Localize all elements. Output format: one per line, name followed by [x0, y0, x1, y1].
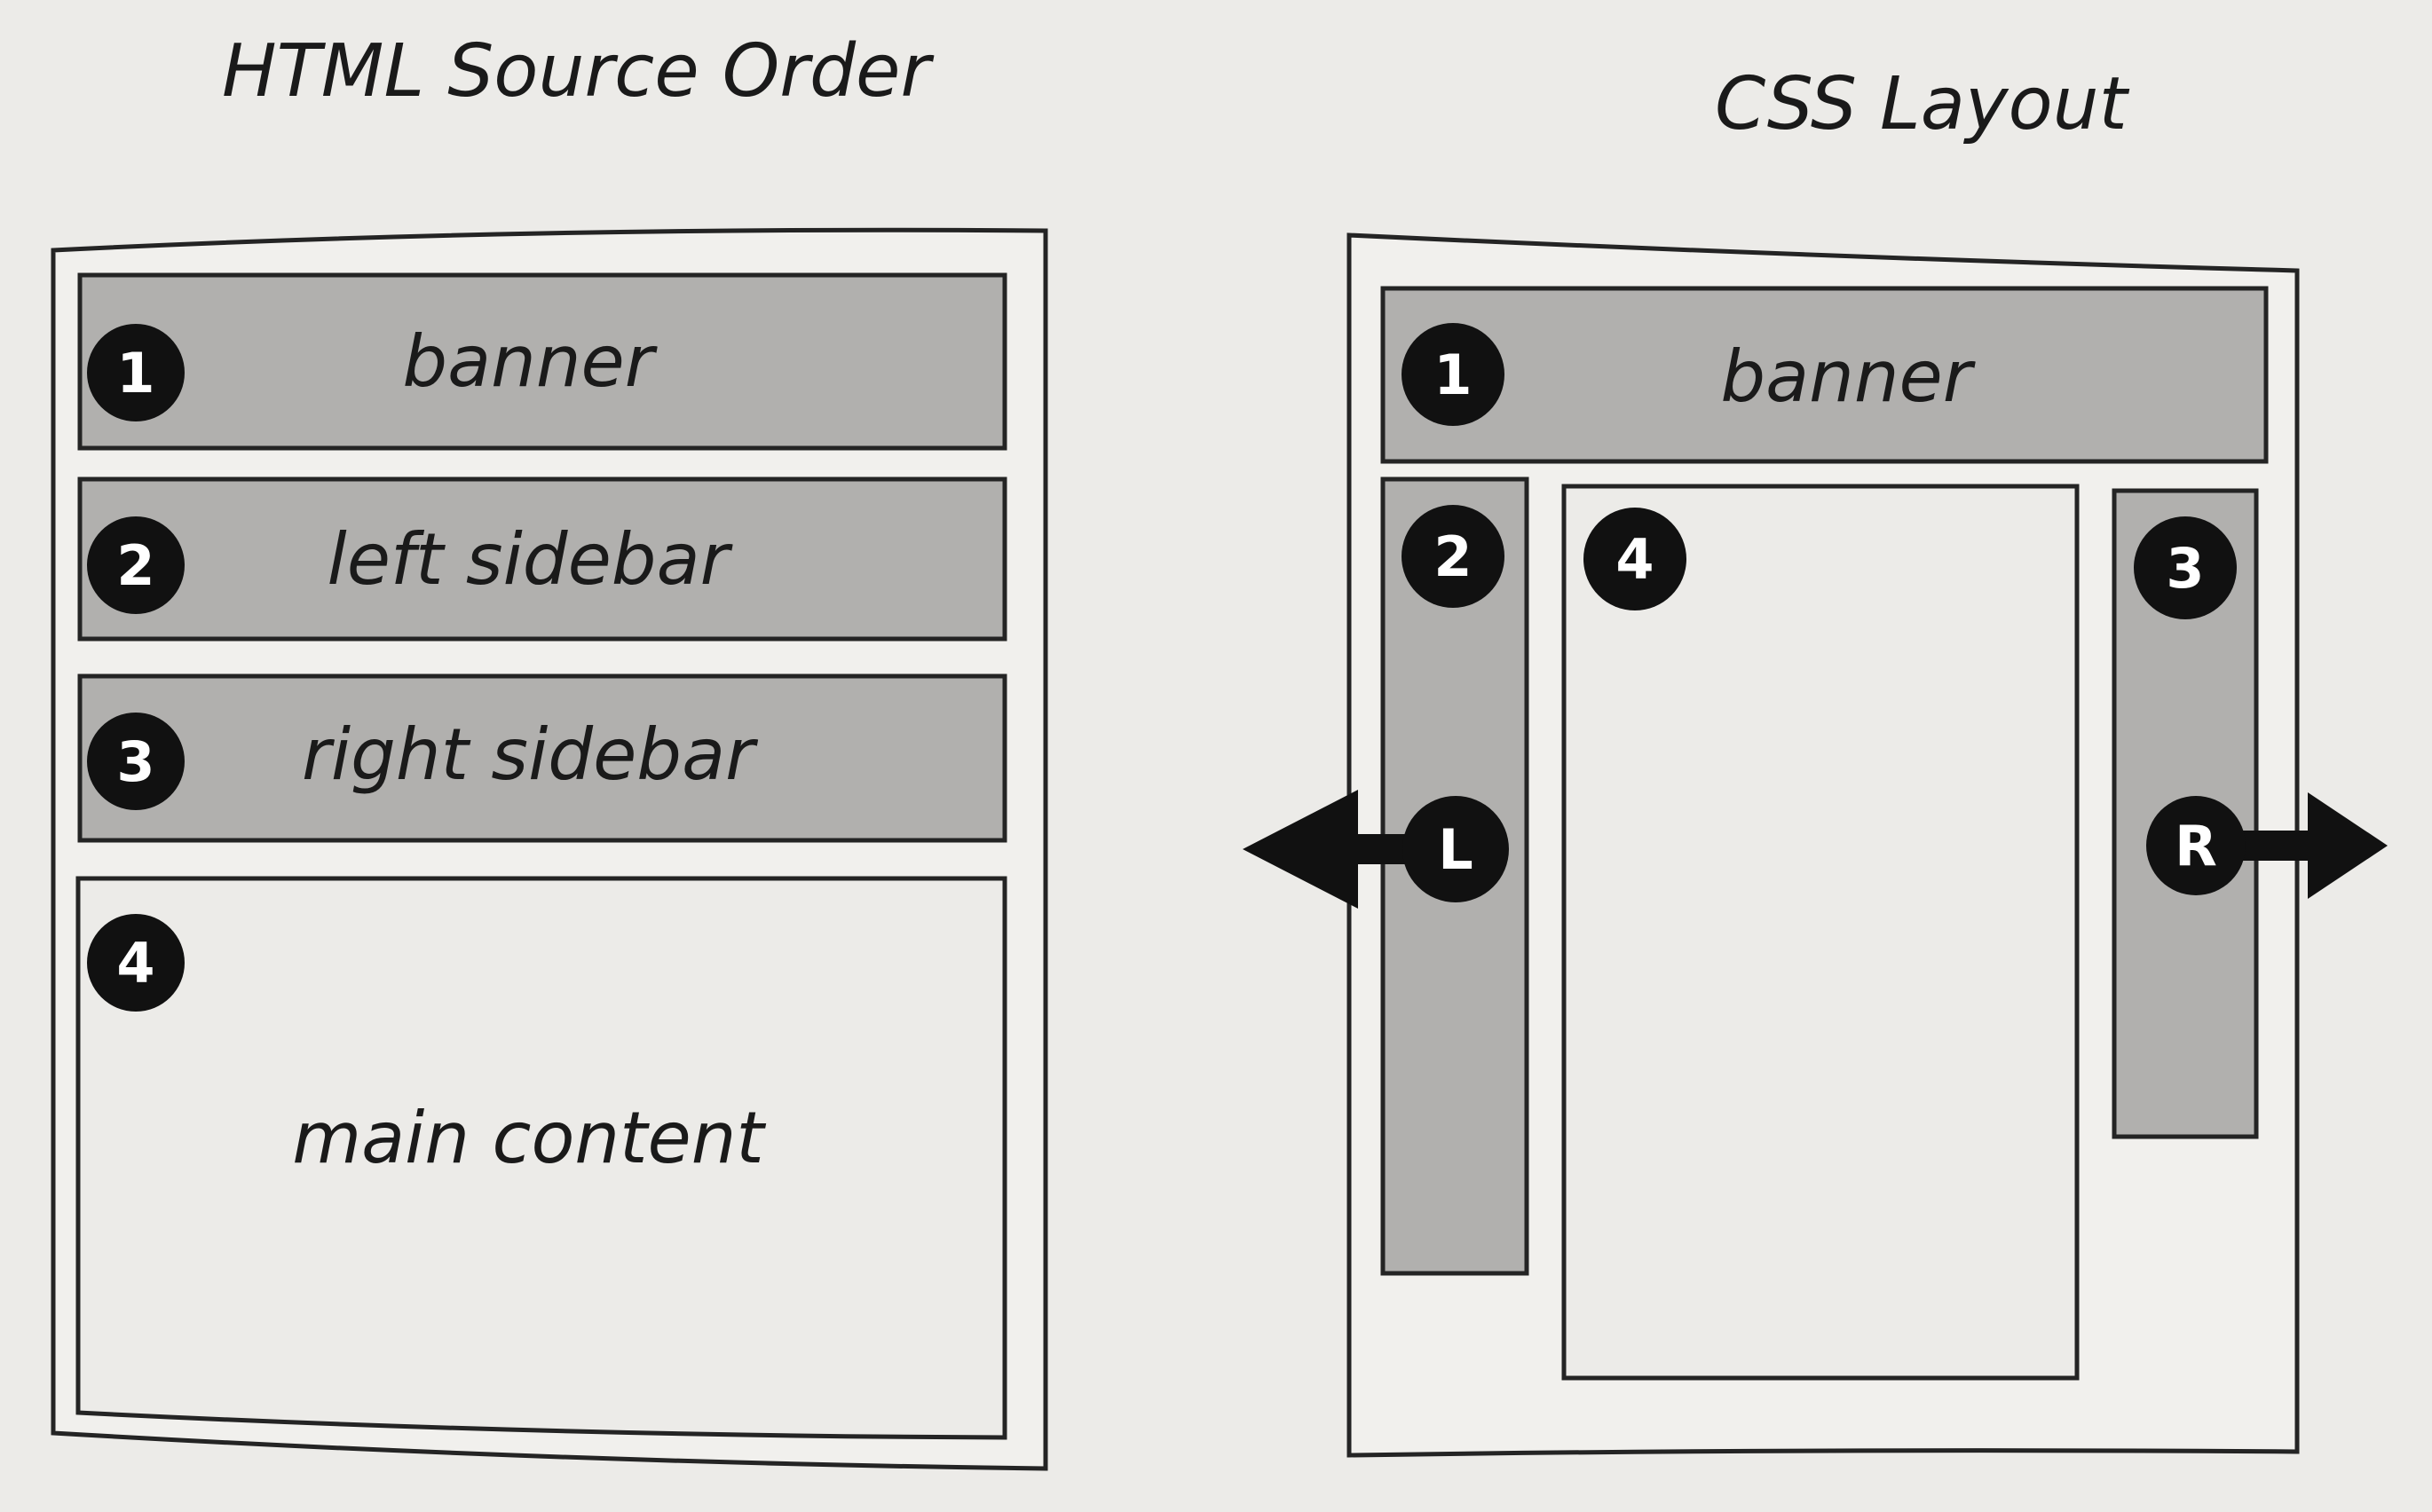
- float-left-letter: L: [1438, 817, 1473, 882]
- float-right-badge: [2146, 796, 2246, 895]
- html-source-order-title: HTML Source Order: [222, 29, 935, 114]
- arrow-right-icon: [2308, 792, 2388, 899]
- layout-banner-label: banner: [1720, 335, 1976, 418]
- source-badge-1: [87, 324, 185, 421]
- source-block-banner: 1 banner: [77, 272, 1007, 451]
- layout-main-content: 4: [1561, 484, 2080, 1381]
- source-right-sidebar-label: right sidebar: [302, 713, 759, 796]
- float-left-badge: [1402, 796, 1509, 902]
- layout-badge-4: [1583, 508, 1686, 610]
- source-banner-label: banner: [402, 320, 658, 403]
- layout-left-sidebar: 2: [1380, 476, 1529, 1276]
- arrow-left-icon: [1243, 790, 1358, 909]
- source-block-left-sidebar: 2 left sidebar: [77, 476, 1007, 642]
- source-badge-3-number: 3: [116, 729, 154, 794]
- source-badge-4-number: 4: [116, 931, 154, 996]
- layout-badge-3: [2134, 516, 2237, 619]
- source-block-right-sidebar: 3 right sidebar: [77, 673, 1007, 843]
- layout-badge-4-number: 4: [1615, 527, 1654, 592]
- layout-badge-3-number: 3: [2166, 536, 2204, 601]
- source-badge-1-number: 1: [116, 341, 154, 406]
- source-badge-3: [87, 713, 185, 810]
- layout-banner-box: [1380, 286, 2269, 464]
- source-badge-2: [87, 516, 185, 614]
- source-badge-4: [87, 914, 185, 1012]
- source-main-content-box: [75, 876, 1007, 1440]
- source-main-content-label: main content: [292, 1097, 766, 1179]
- layout-badge-1: [1402, 323, 1504, 426]
- float-right-arrow: R: [2146, 792, 2388, 899]
- source-right-sidebar-box: [77, 673, 1007, 843]
- float-left-arrow: L: [1243, 790, 1509, 909]
- source-banner-box: [77, 272, 1007, 451]
- source-badge-2-number: 2: [116, 533, 154, 598]
- layout-badge-2: [1402, 505, 1504, 608]
- css-layout-title: CSS Layout: [1715, 62, 2130, 146]
- source-left-sidebar-box: [77, 476, 1007, 642]
- source-block-main-content: 4 main content: [75, 876, 1007, 1440]
- float-right-letter: R: [2175, 814, 2217, 878]
- layout-badge-1-number: 1: [1433, 343, 1472, 407]
- source-left-sidebar-label: left sidebar: [327, 518, 733, 601]
- layout-main-content-box: [1561, 484, 2080, 1381]
- layout-banner: 1 banner: [1380, 286, 2269, 464]
- layout-badge-2-number: 2: [1433, 524, 1472, 589]
